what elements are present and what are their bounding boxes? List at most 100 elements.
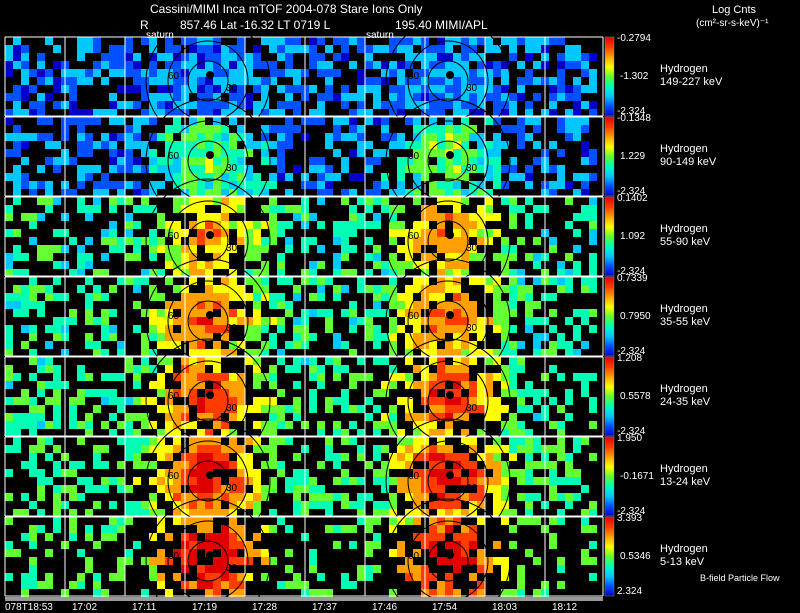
heatmap-cell (221, 157, 229, 165)
heatmap-cell (373, 253, 381, 261)
heatmap-cell (13, 109, 21, 117)
heatmap-cell (277, 133, 285, 141)
heatmap-cell (37, 421, 45, 429)
heatmap-cell (317, 101, 325, 109)
heatmap-cell (45, 253, 53, 261)
heatmap-cell (165, 101, 173, 109)
heatmap-cell (453, 181, 461, 189)
heatmap-cell (149, 189, 157, 197)
heatmap-cell (213, 245, 221, 253)
heatmap-cell (461, 109, 469, 117)
heatmap-cell (485, 229, 493, 237)
heatmap-cell (133, 245, 141, 253)
heatmap-cell (437, 149, 445, 157)
heatmap-cell (453, 245, 461, 253)
heatmap-cell (365, 253, 373, 261)
heatmap-cell (45, 365, 53, 373)
heatmap-cell (397, 205, 405, 213)
heatmap-cell (165, 477, 173, 485)
heatmap-cell (45, 157, 53, 165)
heatmap-cell (405, 333, 413, 341)
heatmap-cell (37, 301, 45, 309)
heatmap-cell (493, 165, 501, 173)
heatmap-cell (157, 69, 165, 77)
heatmap-cell (485, 189, 493, 197)
heatmap-cell (589, 309, 597, 317)
heatmap-cell (237, 285, 245, 293)
heatmap-cell (21, 141, 29, 149)
heatmap-cell (365, 157, 373, 165)
heatmap-cell (533, 517, 541, 525)
heatmap-cell (477, 485, 485, 493)
heatmap-cell (461, 189, 469, 197)
heatmap-cell (5, 93, 13, 101)
heatmap-cell (77, 389, 85, 397)
heatmap-cell (205, 573, 213, 581)
heatmap-cell (565, 221, 573, 229)
heatmap-cell (349, 421, 357, 429)
heatmap-cell (237, 469, 245, 477)
heatmap-cell (341, 53, 349, 61)
heatmap-cell (245, 141, 253, 149)
heatmap-cell (389, 141, 397, 149)
heatmap-cell (85, 109, 93, 117)
heatmap-cell (309, 181, 317, 189)
heatmap-cell (285, 37, 293, 45)
heatmap-cell (93, 189, 101, 197)
heatmap-cell (573, 261, 581, 269)
heatmap-cell (437, 357, 445, 365)
heatmap-cell (45, 285, 53, 293)
heatmap-cell (213, 37, 221, 45)
heatmap-cell (469, 381, 477, 389)
heatmap-cell (221, 101, 229, 109)
heatmap-cell (485, 349, 493, 357)
heatmap-cell (21, 389, 29, 397)
heatmap-cell (5, 61, 13, 69)
heatmap-cell (29, 293, 37, 301)
heatmap-cell (253, 229, 261, 237)
heatmap-cell (5, 365, 13, 373)
heatmap-cell (173, 573, 181, 581)
heatmap-cell (293, 45, 301, 53)
heatmap-cell (229, 61, 237, 69)
heatmap-cell (197, 117, 205, 125)
heatmap-cell (157, 581, 165, 589)
heatmap-cell (285, 53, 293, 61)
heatmap-cell (493, 437, 501, 445)
heatmap-cell (205, 533, 213, 541)
heatmap-cell (381, 285, 389, 293)
heatmap-cell (453, 477, 461, 485)
heatmap-cell (221, 349, 229, 357)
heatmap-cell (349, 581, 357, 589)
heatmap-cell (333, 53, 341, 61)
heatmap-cell (501, 109, 509, 117)
heatmap-cell (461, 93, 469, 101)
heatmap-cell (533, 557, 541, 565)
heatmap-cell (277, 389, 285, 397)
heatmap-cell (445, 77, 453, 85)
heatmap-cell (445, 373, 453, 381)
heatmap-cell (5, 373, 13, 381)
heatmap-cell (117, 421, 125, 429)
heatmap-cell (277, 165, 285, 173)
heatmap-cell (549, 341, 557, 349)
heatmap-cell (93, 61, 101, 69)
heatmap-cell (325, 493, 333, 501)
heatmap-cell (277, 69, 285, 77)
heatmap-cell (197, 205, 205, 213)
heatmap-cell (429, 349, 437, 357)
panel-0-heatmap (5, 37, 597, 117)
heatmap-cell (213, 221, 221, 229)
heatmap-cell (189, 269, 197, 277)
heatmap-cell (469, 109, 477, 117)
heatmap-cell (589, 453, 597, 461)
heatmap-cell (93, 205, 101, 213)
heatmap-cell (221, 45, 229, 53)
heatmap-cell (109, 501, 117, 509)
time-tick-label: 17:11 (132, 602, 157, 613)
heatmap-cell (205, 173, 213, 181)
heatmap-cell (53, 157, 61, 165)
heatmap-cell (397, 541, 405, 549)
heatmap-cell (381, 181, 389, 189)
heatmap-cell (285, 141, 293, 149)
